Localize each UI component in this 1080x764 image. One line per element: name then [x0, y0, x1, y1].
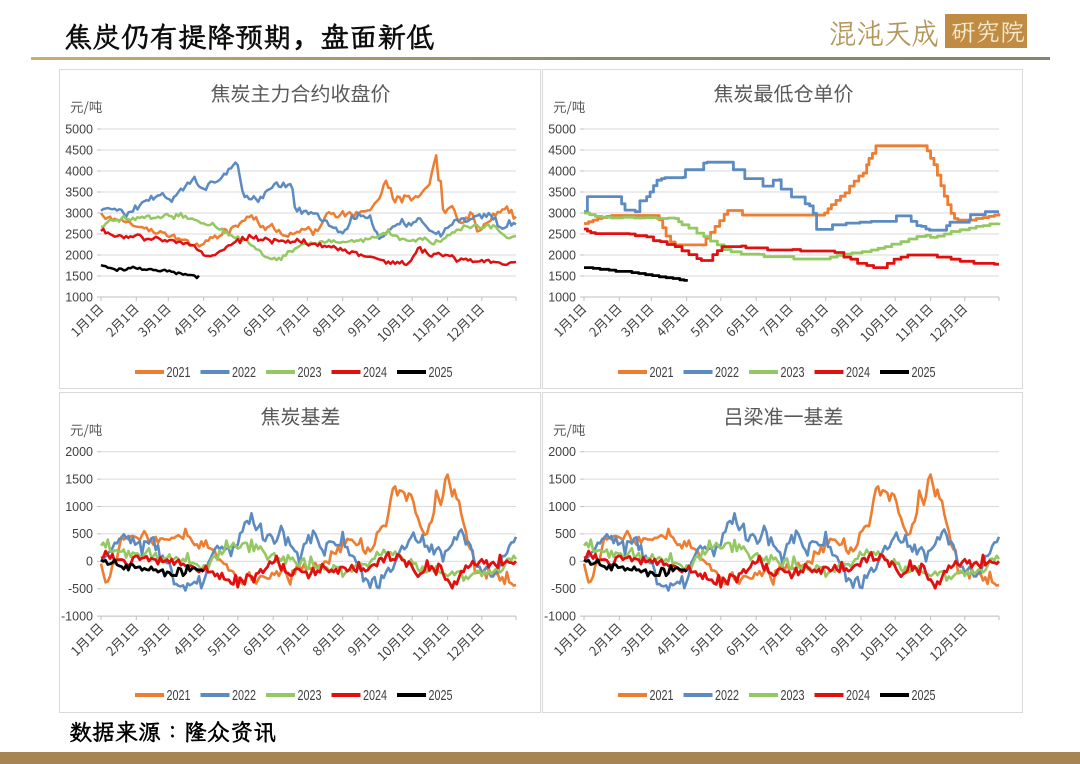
svg-text:2025: 2025 [429, 365, 453, 381]
svg-text:4000: 4000 [548, 164, 576, 178]
svg-text:2022: 2022 [232, 365, 256, 381]
svg-text:2022: 2022 [715, 365, 739, 381]
svg-text:1500: 1500 [65, 269, 93, 283]
svg-text:4500: 4500 [65, 143, 93, 157]
svg-text:5000: 5000 [548, 122, 576, 136]
svg-text:2500: 2500 [65, 227, 93, 241]
svg-text:2025: 2025 [912, 365, 936, 381]
svg-text:2024: 2024 [363, 365, 387, 381]
svg-text:1000: 1000 [65, 290, 93, 304]
svg-text:3500: 3500 [548, 185, 576, 199]
svg-text:2000: 2000 [548, 445, 576, 459]
svg-text:2000: 2000 [548, 248, 576, 262]
svg-text:2021: 2021 [650, 365, 674, 381]
svg-text:1500: 1500 [548, 472, 576, 486]
svg-text:1000: 1000 [548, 500, 576, 514]
svg-text:1500: 1500 [65, 472, 93, 486]
svg-text:3000: 3000 [548, 206, 576, 220]
svg-text:3500: 3500 [65, 185, 93, 199]
svg-text:1500: 1500 [548, 269, 576, 283]
svg-text:2024: 2024 [846, 365, 870, 381]
svg-text:2000: 2000 [65, 445, 93, 459]
svg-text:3000: 3000 [65, 206, 93, 220]
svg-text:2024: 2024 [363, 688, 387, 704]
svg-text:2025: 2025 [912, 688, 936, 704]
svg-text:2023: 2023 [298, 688, 322, 704]
svg-text:4500: 4500 [548, 143, 576, 157]
svg-text:500: 500 [555, 527, 576, 541]
svg-text:2000: 2000 [65, 248, 93, 262]
svg-text:2500: 2500 [548, 227, 576, 241]
svg-text:4000: 4000 [65, 164, 93, 178]
svg-text:2023: 2023 [781, 365, 805, 381]
svg-text:-500: -500 [551, 582, 576, 596]
svg-text:2025: 2025 [429, 688, 453, 704]
svg-text:2024: 2024 [846, 688, 870, 704]
svg-text:2021: 2021 [650, 688, 674, 704]
svg-text:5000: 5000 [65, 122, 93, 136]
svg-text:2021: 2021 [167, 365, 191, 381]
svg-text:2022: 2022 [715, 688, 739, 704]
svg-text:-500: -500 [68, 582, 93, 596]
svg-text:1000: 1000 [548, 290, 576, 304]
svg-text:-1000: -1000 [544, 609, 576, 623]
svg-text:2023: 2023 [781, 688, 805, 704]
svg-text:-1000: -1000 [61, 609, 93, 623]
svg-text:2021: 2021 [167, 688, 191, 704]
svg-text:0: 0 [86, 555, 93, 569]
svg-text:2022: 2022 [232, 688, 256, 704]
svg-text:500: 500 [72, 527, 93, 541]
svg-text:2023: 2023 [298, 365, 322, 381]
svg-text:1000: 1000 [65, 500, 93, 514]
svg-text:0: 0 [569, 555, 576, 569]
